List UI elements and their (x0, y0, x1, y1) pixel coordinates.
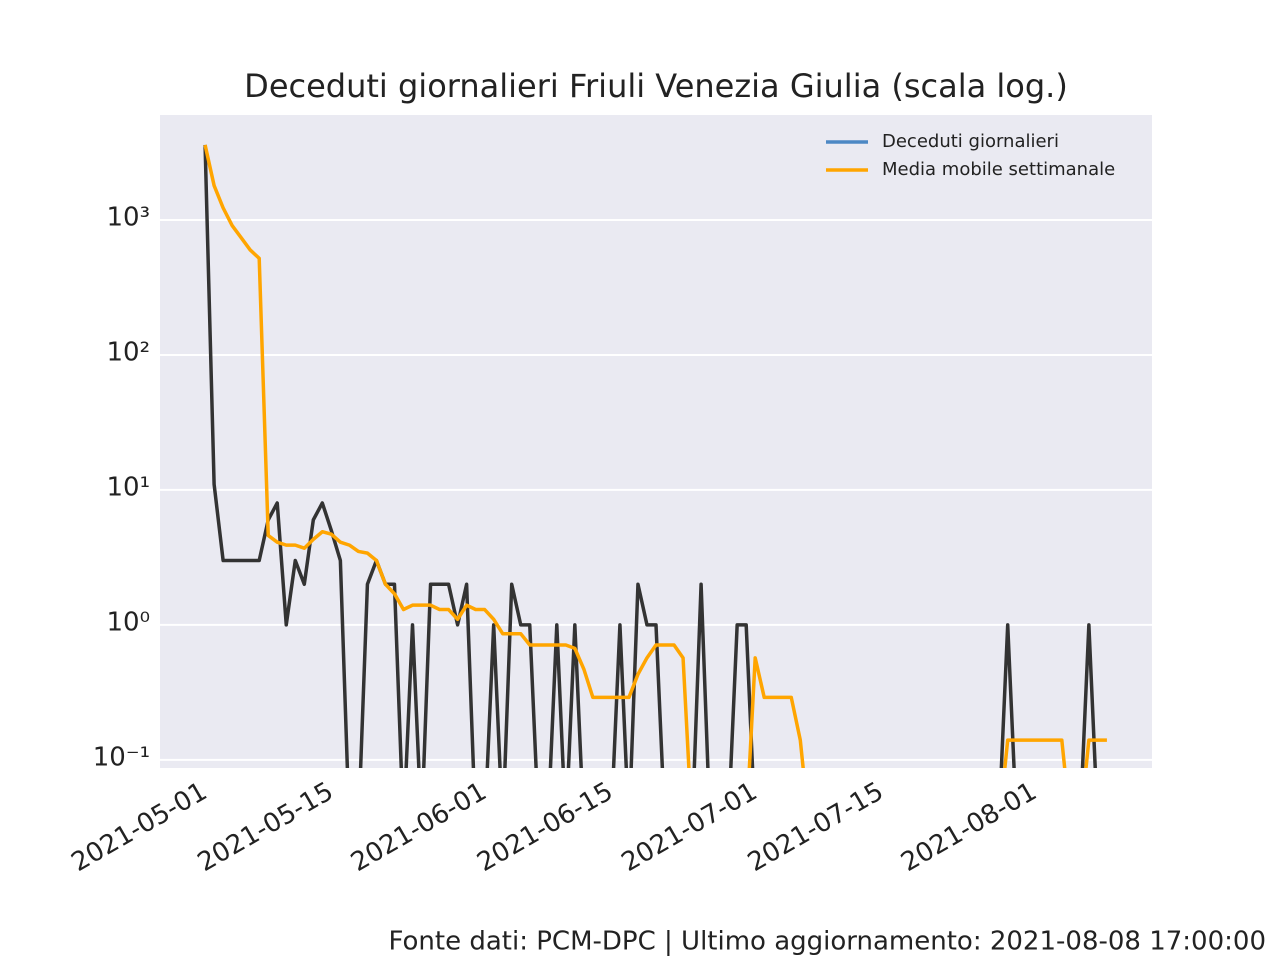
series-line (203, 144, 1107, 768)
y-tick-label: 10¹ (106, 472, 150, 502)
x-tick-label: 2021-06-15 (472, 777, 618, 879)
y-tick-label: 10⁻¹ (93, 742, 150, 772)
series-line (203, 144, 1097, 768)
chart-title: Deceduti giornalieri Friuli Venezia Giul… (244, 67, 1068, 105)
y-tick-label: 10⁰ (106, 607, 150, 637)
x-tick-label: 2021-06-01 (346, 777, 492, 879)
x-tick-label: 2021-05-01 (66, 777, 212, 879)
x-tick-label: 2021-07-15 (743, 777, 889, 879)
legend-label: Deceduti giornalieri (882, 131, 1059, 152)
x-tick-label: 2021-05-15 (193, 777, 339, 879)
plot-area (160, 115, 1152, 768)
footer: Fonte dati: PCM-DPC | Ultimo aggiornamen… (389, 927, 1267, 957)
x-tick-label: 2021-07-01 (617, 777, 763, 879)
y-tick-label: 10³ (106, 203, 150, 233)
legend-label: Media mobile settimanale (882, 159, 1115, 180)
y-tick-label: 10² (106, 337, 150, 367)
x-tick-label: 2021-08-01 (896, 777, 1042, 879)
